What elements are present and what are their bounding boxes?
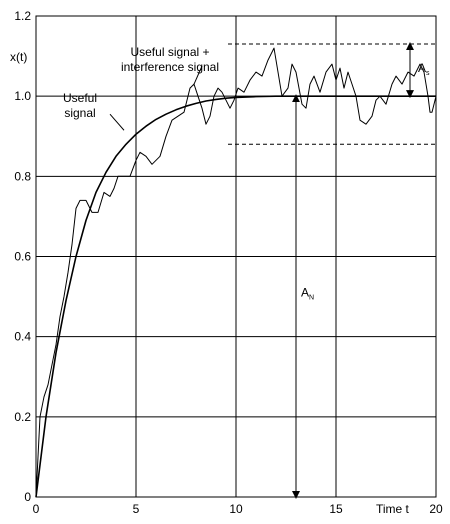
x-tick-label: 15 xyxy=(329,502,343,516)
reference-lines xyxy=(228,43,436,145)
plot-frame xyxy=(35,15,437,498)
label-subscript: s xyxy=(426,70,430,77)
annotation-as-label: As xyxy=(418,61,430,77)
grid-lines xyxy=(36,16,436,497)
annotations: Useful signal Useful signal + interference … xyxy=(63,45,430,302)
x-tick-label: 0 xyxy=(33,502,40,516)
useful-leader-line xyxy=(109,113,125,131)
y-tick-label: 0.2 xyxy=(14,410,31,424)
y-tick-label: 0.6 xyxy=(14,250,31,264)
interference-signal-line xyxy=(35,47,437,498)
y-tick-label: 1.2 xyxy=(14,9,31,23)
annotation-line: Useful xyxy=(63,91,97,105)
annotation-line: signal xyxy=(64,106,95,120)
y-axis-label: x(t) xyxy=(10,50,27,64)
x-tick-label: 5 xyxy=(133,502,140,516)
y-tick-label: 0 xyxy=(24,490,31,504)
x-tick-label: 20 xyxy=(429,502,443,516)
y-tick-label: 1.0 xyxy=(14,89,31,103)
amplitude-arrows xyxy=(292,42,414,499)
series-group xyxy=(35,47,437,498)
y-tick-label: 0.4 xyxy=(14,330,31,344)
label-subscript: N xyxy=(309,295,314,302)
annotation-line: interference signal xyxy=(121,60,219,74)
annotation-line: Useful signal + xyxy=(130,45,209,59)
x-axis-label: Time t xyxy=(376,502,410,516)
annotation-an-label: AN xyxy=(301,286,314,302)
x-tick-label: 10 xyxy=(229,502,243,516)
label-main: A xyxy=(418,61,426,75)
combined-leader-line xyxy=(193,65,203,85)
y-tick-label: 0.8 xyxy=(14,169,31,183)
label-main: A xyxy=(301,286,309,300)
tick-labels: 0 5 10 15 20 0 0.2 0.4 0.6 0.8 1.0 1.2 xyxy=(14,9,443,516)
annotation-combined: Useful signal + interference signal xyxy=(121,45,219,74)
annotation-useful: Useful signal xyxy=(63,91,97,120)
